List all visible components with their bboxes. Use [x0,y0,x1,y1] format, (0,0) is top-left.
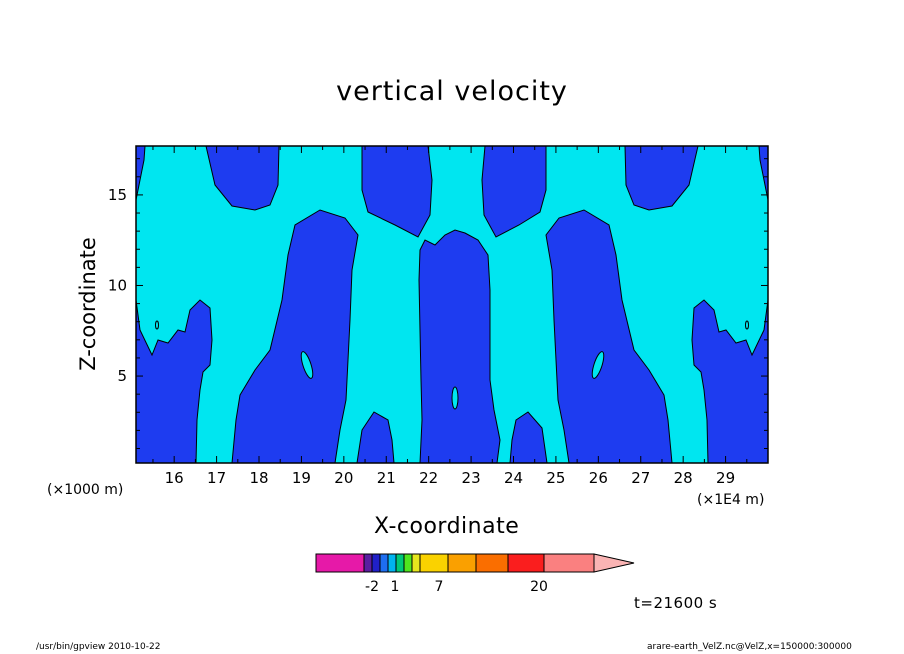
contour-region [300,351,314,379]
footer-program-date: /usr/bin/gpview 2010-10-22 [36,642,161,652]
plot-frame [135,145,769,464]
colorbar-label: 1 [391,579,400,595]
colorbar-segment [395,553,405,573]
chart-title: vertical velocity [336,76,568,107]
contour-region [361,145,433,238]
colorbar-label: -2 [365,579,379,595]
colorbar [315,553,635,573]
colorbar-segment [419,553,449,573]
time-label: t=21600 s [634,594,718,612]
x-tick-label: 23 [462,469,481,487]
x-tick-label: 29 [716,469,735,487]
contour-region [135,299,213,464]
x-tick-label: 26 [589,469,608,487]
contour-region [205,145,280,211]
x-axis-tick-labels: 16 17 18 19 20 21 22 23 24 25 26 27 28 29 [165,469,736,487]
x-tick-label: 20 [334,469,353,487]
colorbar-labels: -2 1 7 20 [365,579,548,595]
contour-region [745,320,749,330]
contour-region [691,299,769,464]
x-axis-ticks [152,146,748,463]
colorbar-segment [507,553,545,573]
x-tick-label: 16 [165,469,184,487]
y-axis-tick-labels: 5 10 15 [108,186,127,385]
y-axis-ticks [136,158,768,450]
colorbar-segment [379,553,389,573]
x-tick-label: 19 [292,469,311,487]
y-axis-label: Z-coordinate [76,237,100,371]
colorbar-extend-arrow [593,553,635,573]
contour-regions-low [135,145,769,464]
colorbar-segment [447,553,477,573]
colorbar-segment [387,553,397,573]
y-tick-label: 5 [117,367,127,385]
colorbar-segment [475,553,509,573]
x-tick-label: 27 [631,469,650,487]
y-tick-label: 15 [108,186,127,204]
x-tick-label: 24 [504,469,523,487]
contour-region [451,386,459,410]
footer-source: arare-earth_VelZ.nc@VelZ,x=150000:300000 [647,642,852,652]
y-tick-label: 10 [108,276,127,294]
colorbar-label: 7 [435,579,444,595]
contour-region [231,209,359,464]
contour-region [418,229,501,464]
x-unit-right: (×1E4 m) [697,492,765,508]
contour-region [624,145,699,211]
x-axis-label: X-coordinate [374,514,520,539]
x-tick-label: 17 [207,469,226,487]
x-tick-label: 21 [377,469,396,487]
colorbar-segment [403,553,413,573]
x-tick-label: 25 [546,469,565,487]
contour-region [155,320,159,330]
colorbar-segment [363,553,373,573]
x-unit-left: (×1000 m) [47,482,124,498]
colorbar-label: 20 [530,579,548,595]
colorbar-segment [371,553,381,573]
x-tick-label: 28 [674,469,693,487]
contour-region [591,351,605,379]
contour-region [481,145,547,238]
contour-region [545,209,673,464]
x-tick-label: 22 [419,469,438,487]
colorbar-segment [543,553,595,573]
colorbar-segment [315,553,365,573]
x-tick-label: 18 [249,469,268,487]
colorbar-segment [411,553,421,573]
